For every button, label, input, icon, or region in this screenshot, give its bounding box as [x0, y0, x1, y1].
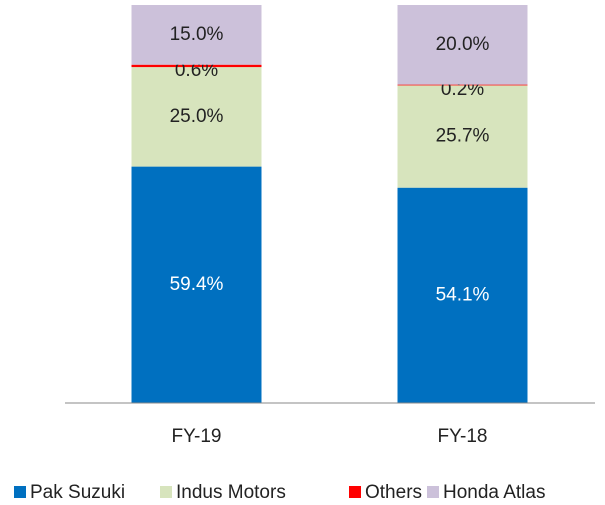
- x-tick-label: FY-19: [172, 426, 222, 447]
- bar-segment: [397, 187, 528, 403]
- bar-segment: [131, 5, 262, 65]
- legend-swatch: [427, 486, 439, 498]
- bar-segment: [397, 5, 528, 85]
- legend-label: Pak Suzuki: [30, 482, 125, 503]
- data-label: 25.7%: [436, 126, 490, 147]
- data-label: 54.1%: [436, 284, 490, 305]
- bar-segment: [131, 166, 262, 403]
- legend-swatch: [14, 486, 26, 498]
- legend-label: Honda Atlas: [443, 482, 545, 503]
- legend-swatch: [349, 486, 361, 498]
- bar-segment: [397, 85, 528, 188]
- data-label: 25.0%: [170, 106, 224, 127]
- bar-segment: [397, 84, 528, 86]
- data-label: 15.0%: [170, 24, 224, 45]
- data-label: 20.0%: [436, 34, 490, 55]
- bar-segment: [131, 64, 262, 68]
- legend-label: Indus Motors: [176, 482, 286, 503]
- bar-segment: [131, 67, 262, 167]
- legend-label: Others: [365, 482, 422, 503]
- data-label: 0.6%: [175, 60, 218, 81]
- data-label: 59.4%: [170, 274, 224, 295]
- x-tick-label: FY-18: [438, 426, 488, 447]
- legend-swatch: [160, 486, 172, 498]
